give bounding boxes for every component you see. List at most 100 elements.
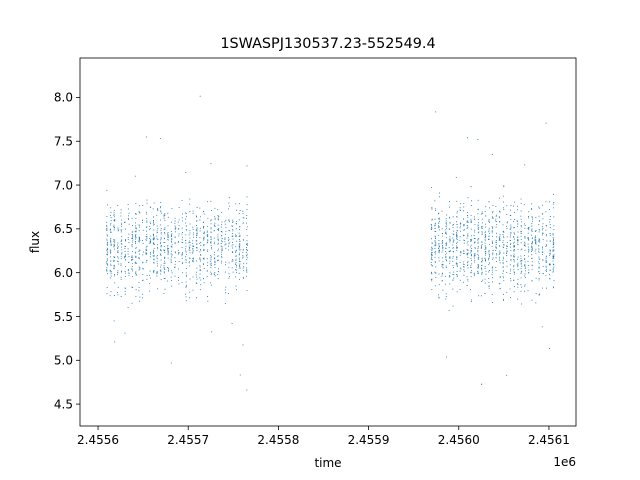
data-point [235, 266, 237, 268]
data-point [150, 241, 151, 243]
data-point [538, 256, 540, 258]
data-point [470, 250, 472, 251]
data-point [463, 266, 465, 267]
data-point [538, 279, 540, 281]
data-point [135, 255, 137, 257]
data-point [113, 240, 115, 242]
data-point [528, 227, 530, 229]
data-point [431, 248, 433, 249]
data-point [459, 267, 461, 269]
data-point [189, 198, 191, 200]
data-point [456, 257, 458, 259]
data-point [467, 220, 469, 222]
data-point [491, 154, 493, 155]
data-point [449, 260, 451, 262]
data-point [528, 216, 529, 217]
data-point [527, 237, 529, 239]
data-point [521, 270, 523, 272]
data-point [545, 260, 547, 262]
data-point [442, 249, 444, 251]
data-point [459, 223, 461, 225]
data-point [211, 331, 213, 333]
data-point [517, 209, 519, 211]
data-point [488, 254, 490, 256]
data-point [163, 278, 165, 279]
data-point [539, 241, 541, 243]
data-point [485, 254, 486, 256]
data-point [495, 243, 497, 245]
data-point [145, 238, 147, 240]
data-point [195, 260, 197, 262]
data-point [214, 222, 216, 224]
data-point [199, 251, 201, 253]
data-point [246, 250, 248, 251]
data-point [478, 238, 480, 239]
data-point [506, 265, 508, 267]
data-point [207, 250, 208, 252]
data-point [517, 266, 519, 268]
data-point [448, 238, 450, 240]
data-point [232, 219, 234, 221]
data-point [149, 256, 151, 258]
data-point [228, 229, 230, 231]
data-point [135, 214, 137, 215]
data-point [485, 206, 487, 208]
data-point [174, 225, 176, 227]
data-point [449, 228, 451, 230]
data-point [135, 234, 136, 236]
data-point [217, 236, 219, 238]
data-point [480, 295, 482, 297]
data-point [491, 294, 493, 295]
data-point [524, 268, 526, 269]
data-point [106, 287, 108, 288]
data-point [456, 236, 458, 238]
data-point [146, 199, 148, 201]
data-point [492, 254, 494, 256]
data-point [538, 266, 540, 268]
data-point [189, 223, 191, 225]
data-point [546, 240, 548, 242]
data-point [517, 298, 519, 300]
data-point [110, 241, 112, 243]
data-point [467, 215, 468, 216]
data-point [471, 270, 472, 272]
data-point [228, 266, 230, 268]
data-point [235, 235, 237, 237]
data-point [238, 212, 240, 214]
data-point [520, 272, 522, 274]
data-point [210, 273, 212, 275]
data-point [188, 246, 190, 248]
data-point [484, 260, 486, 262]
data-point [220, 243, 222, 244]
data-point [120, 258, 122, 260]
data-point [142, 222, 143, 224]
data-point [171, 246, 173, 248]
data-point [189, 257, 191, 259]
data-point [481, 246, 483, 248]
data-point [139, 268, 141, 270]
data-point [117, 272, 119, 274]
data-point [127, 218, 129, 220]
data-point [125, 259, 126, 261]
data-point [498, 217, 500, 219]
data-point [459, 222, 461, 224]
data-point [513, 232, 515, 234]
data-point [442, 244, 443, 246]
data-point [484, 257, 486, 259]
data-point [527, 217, 529, 219]
data-point [553, 202, 555, 203]
data-point [552, 237, 554, 239]
data-point [516, 226, 518, 228]
data-point [121, 253, 123, 255]
data-point [438, 234, 440, 236]
data-point [549, 235, 551, 237]
data-point [153, 243, 154, 245]
data-point [246, 243, 248, 245]
data-point [509, 273, 511, 274]
data-point [520, 258, 522, 259]
data-point [495, 266, 497, 268]
data-point [124, 271, 126, 272]
data-point [485, 253, 486, 255]
data-point [531, 250, 532, 252]
data-point [552, 270, 554, 272]
